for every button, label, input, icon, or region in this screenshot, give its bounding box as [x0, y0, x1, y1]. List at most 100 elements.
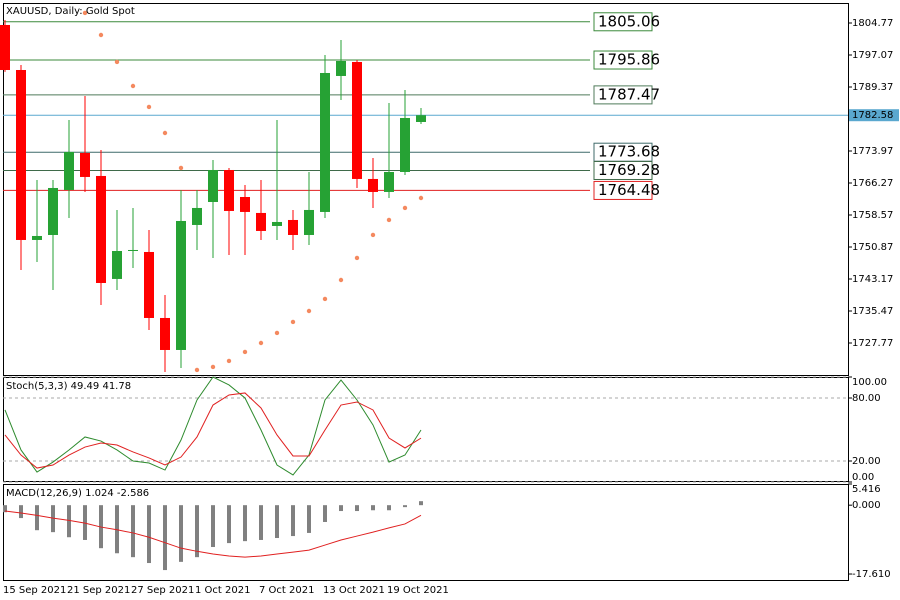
histogram-bar — [3, 505, 7, 513]
candle-body — [224, 169, 234, 211]
last-price-label: 1782.58 — [852, 110, 893, 121]
candle-body — [336, 60, 346, 76]
histogram-bar — [195, 505, 199, 558]
y-tick-label: 1743.17 — [852, 274, 893, 285]
candle-body — [128, 249, 138, 251]
y-tick-label: 0.00 — [852, 472, 874, 483]
candle-body — [208, 169, 218, 202]
indicator-line — [4, 510, 422, 558]
sar-dot — [226, 358, 232, 364]
sar-dot — [130, 83, 136, 89]
sar-dot — [386, 217, 392, 223]
histogram-bar — [163, 505, 167, 571]
histogram-bar — [307, 505, 311, 533]
histogram-bar — [19, 505, 23, 519]
candle-body — [304, 209, 314, 235]
y-tick-label: 1804.77 — [852, 18, 893, 29]
x-tick-label: 13 Oct 2021 — [323, 585, 385, 596]
level-label: 1805.06 — [598, 12, 660, 30]
x-tick-label: 15 Sep 2021 — [3, 585, 66, 596]
candle-body — [368, 178, 378, 192]
y-tick-label: 1727.77 — [852, 338, 893, 349]
x-tick-label: 19 Oct 2021 — [387, 585, 449, 596]
candle-body — [240, 197, 250, 212]
sar-dot — [306, 308, 312, 314]
sar-dot — [98, 32, 104, 38]
candle-body — [64, 151, 74, 190]
y-tick-label: 100.00 — [852, 377, 887, 388]
candle-body — [176, 220, 186, 350]
histogram-bar — [339, 505, 343, 512]
y-tick-label: 1766.27 — [852, 178, 893, 189]
histogram-bar — [211, 505, 215, 548]
sar-dot — [258, 340, 264, 346]
histogram-bar — [275, 505, 279, 539]
sar-dot — [242, 349, 248, 355]
indicator-line — [4, 376, 422, 476]
candle-body — [320, 72, 330, 212]
sar-dot — [194, 367, 200, 373]
candle-body — [352, 61, 362, 179]
main-panel — [3, 3, 849, 376]
sar-dot — [322, 296, 328, 302]
candle-body — [16, 69, 26, 240]
histogram-bar — [115, 505, 119, 554]
sar-dot — [370, 232, 376, 238]
sar-dot — [274, 330, 280, 336]
histogram-bar — [227, 505, 231, 544]
sar-dot — [114, 59, 120, 65]
histogram-bar — [67, 505, 71, 538]
level-box — [593, 85, 653, 105]
x-tick-label: 7 Oct 2021 — [259, 585, 314, 596]
sar-dot — [162, 130, 168, 136]
last-price-box — [849, 109, 899, 122]
histogram-bar — [51, 505, 55, 533]
histogram-bar — [147, 505, 151, 564]
histogram-bar — [403, 505, 407, 508]
stoch-title: Stoch(5,3,3) 49.49 41.78 — [6, 381, 131, 392]
candle-body — [384, 171, 394, 192]
candle-body — [144, 251, 154, 318]
histogram-bar — [387, 505, 391, 511]
candle-body — [192, 207, 202, 225]
macd-panel — [3, 484, 849, 581]
candle-body — [0, 24, 10, 70]
y-tick-label: 20.00 — [852, 456, 881, 467]
x-tick-label: 27 Sep 2021 — [131, 585, 194, 596]
histogram-bar — [243, 505, 247, 542]
candle-body — [96, 175, 106, 283]
candle-body — [160, 317, 170, 350]
candle-body — [32, 235, 42, 240]
y-tick-label: 1773.97 — [852, 146, 893, 157]
y-tick-label: 1758.57 — [852, 210, 893, 221]
y-tick-label: -17.610 — [852, 569, 891, 580]
plot-layer: 1804.77 1797.07 1789.37 1773.97 1766.27 1758.… — [0, 10, 899, 596]
y-tick-label: 0.000 — [852, 500, 881, 511]
sar-dot — [146, 104, 152, 110]
y-tick-label: 1789.37 — [852, 82, 893, 93]
histogram-bar — [371, 505, 375, 511]
candle-body — [288, 219, 298, 235]
level-box — [593, 50, 653, 70]
histogram-bar — [355, 505, 359, 512]
y-tick-label: 5.416 — [852, 484, 881, 495]
y-tick-label: 1735.47 — [852, 306, 893, 317]
indicator-line — [4, 392, 422, 469]
chart-title: XAUUSD, Daily: Gold Spot — [6, 6, 135, 17]
level-box — [593, 12, 653, 32]
x-tick-label: 1 Oct 2021 — [195, 585, 250, 596]
level-box — [593, 160, 653, 180]
candle-body — [48, 187, 58, 235]
level-label: 1773.68 — [598, 143, 660, 161]
y-tick-label: 1750.87 — [852, 242, 893, 253]
histogram-bar — [419, 501, 423, 506]
candle-body — [272, 221, 282, 226]
y-tick-label: 80.00 — [852, 393, 881, 404]
histogram-bar — [179, 505, 183, 562]
histogram-bar — [259, 505, 263, 540]
level-label: 1769.28 — [598, 161, 660, 179]
sar-dot — [418, 195, 424, 201]
histogram-bar — [323, 505, 327, 522]
macd-title: MACD(12,26,9) 1.024 -2.586 — [6, 488, 149, 499]
